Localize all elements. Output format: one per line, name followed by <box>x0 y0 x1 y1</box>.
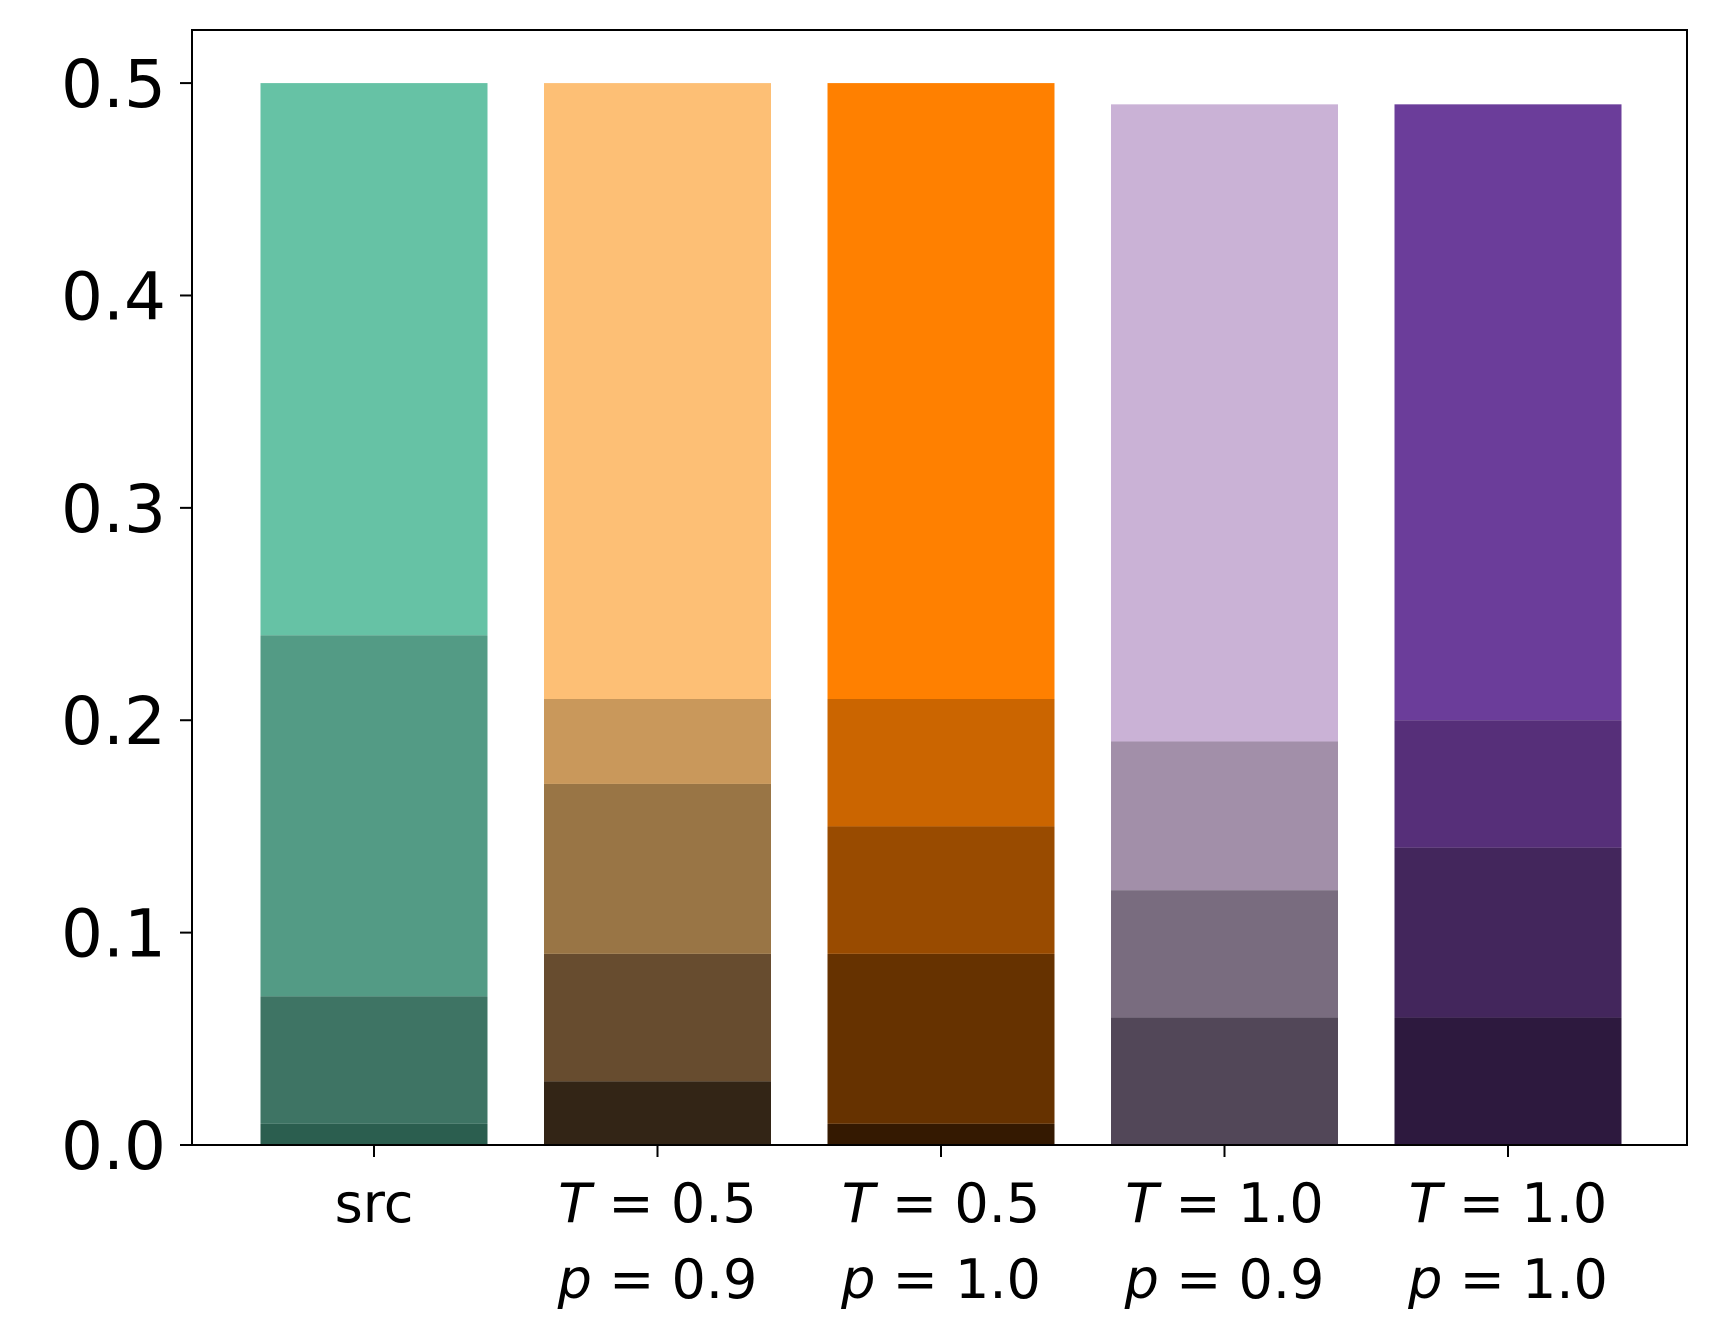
bar-segment <box>1394 104 1622 721</box>
bar-stack <box>1394 104 1622 1145</box>
x-tick-label: p = 0.9 <box>1124 1248 1325 1311</box>
y-axis: 0.0 0.1 0.2 0.3 0.4 0.5 <box>61 46 192 1185</box>
bar-segment <box>1394 720 1622 848</box>
bar-segment <box>544 83 771 700</box>
bar-segment <box>1111 890 1338 1018</box>
bar-segment <box>260 83 488 636</box>
bar-stack <box>827 83 1055 1145</box>
bar-segment <box>1111 741 1338 891</box>
bar-segment <box>260 1123 488 1145</box>
bar-segment <box>260 635 488 997</box>
x-tick-label: T = 1.0 <box>1125 1172 1323 1235</box>
bar-stack <box>544 83 771 1145</box>
y-tick-label: 0.1 <box>61 896 166 973</box>
bar-stack <box>1111 104 1338 1145</box>
x-tick-label: T = 1.0 <box>1409 1172 1607 1235</box>
plot-frame <box>191 29 1688 1146</box>
bar-segment <box>827 699 1055 827</box>
y-tick-label: 0.0 <box>61 1108 166 1185</box>
bar-segment <box>1394 847 1622 1018</box>
bar-segment <box>544 1081 771 1145</box>
x-tick-label: src <box>335 1172 414 1235</box>
x-tick-label: p = 1.0 <box>840 1248 1041 1311</box>
bar-segment <box>827 826 1055 954</box>
bar-segment <box>544 699 771 784</box>
y-tick-label: 0.4 <box>61 258 166 335</box>
y-tick-label: 0.3 <box>61 471 166 548</box>
y-tick-label: 0.2 <box>61 683 166 760</box>
bar-segment <box>1111 104 1338 742</box>
bars-layer <box>260 83 1622 1145</box>
y-tick-label: 0.5 <box>61 46 166 123</box>
bar-segment <box>544 953 771 1082</box>
x-tick-label: T = 0.5 <box>558 1172 756 1235</box>
bar-segment <box>827 953 1055 1124</box>
bar-segment <box>260 996 488 1124</box>
bar-segment <box>827 1123 1055 1145</box>
bar-stack <box>260 83 488 1145</box>
bar-segment <box>1394 1017 1622 1145</box>
bar-segment <box>1111 1017 1338 1145</box>
bar-segment <box>544 783 771 954</box>
x-tick-label: p = 0.9 <box>557 1248 758 1311</box>
x-tick-label: p = 1.0 <box>1407 1248 1608 1311</box>
x-tick-label: T = 0.5 <box>842 1172 1040 1235</box>
bar-segment <box>827 83 1055 700</box>
x-axis: src T = 0.5 p = 0.9 T = 0.5 p = 1.0 T = 1.0 p … <box>335 1145 1608 1311</box>
